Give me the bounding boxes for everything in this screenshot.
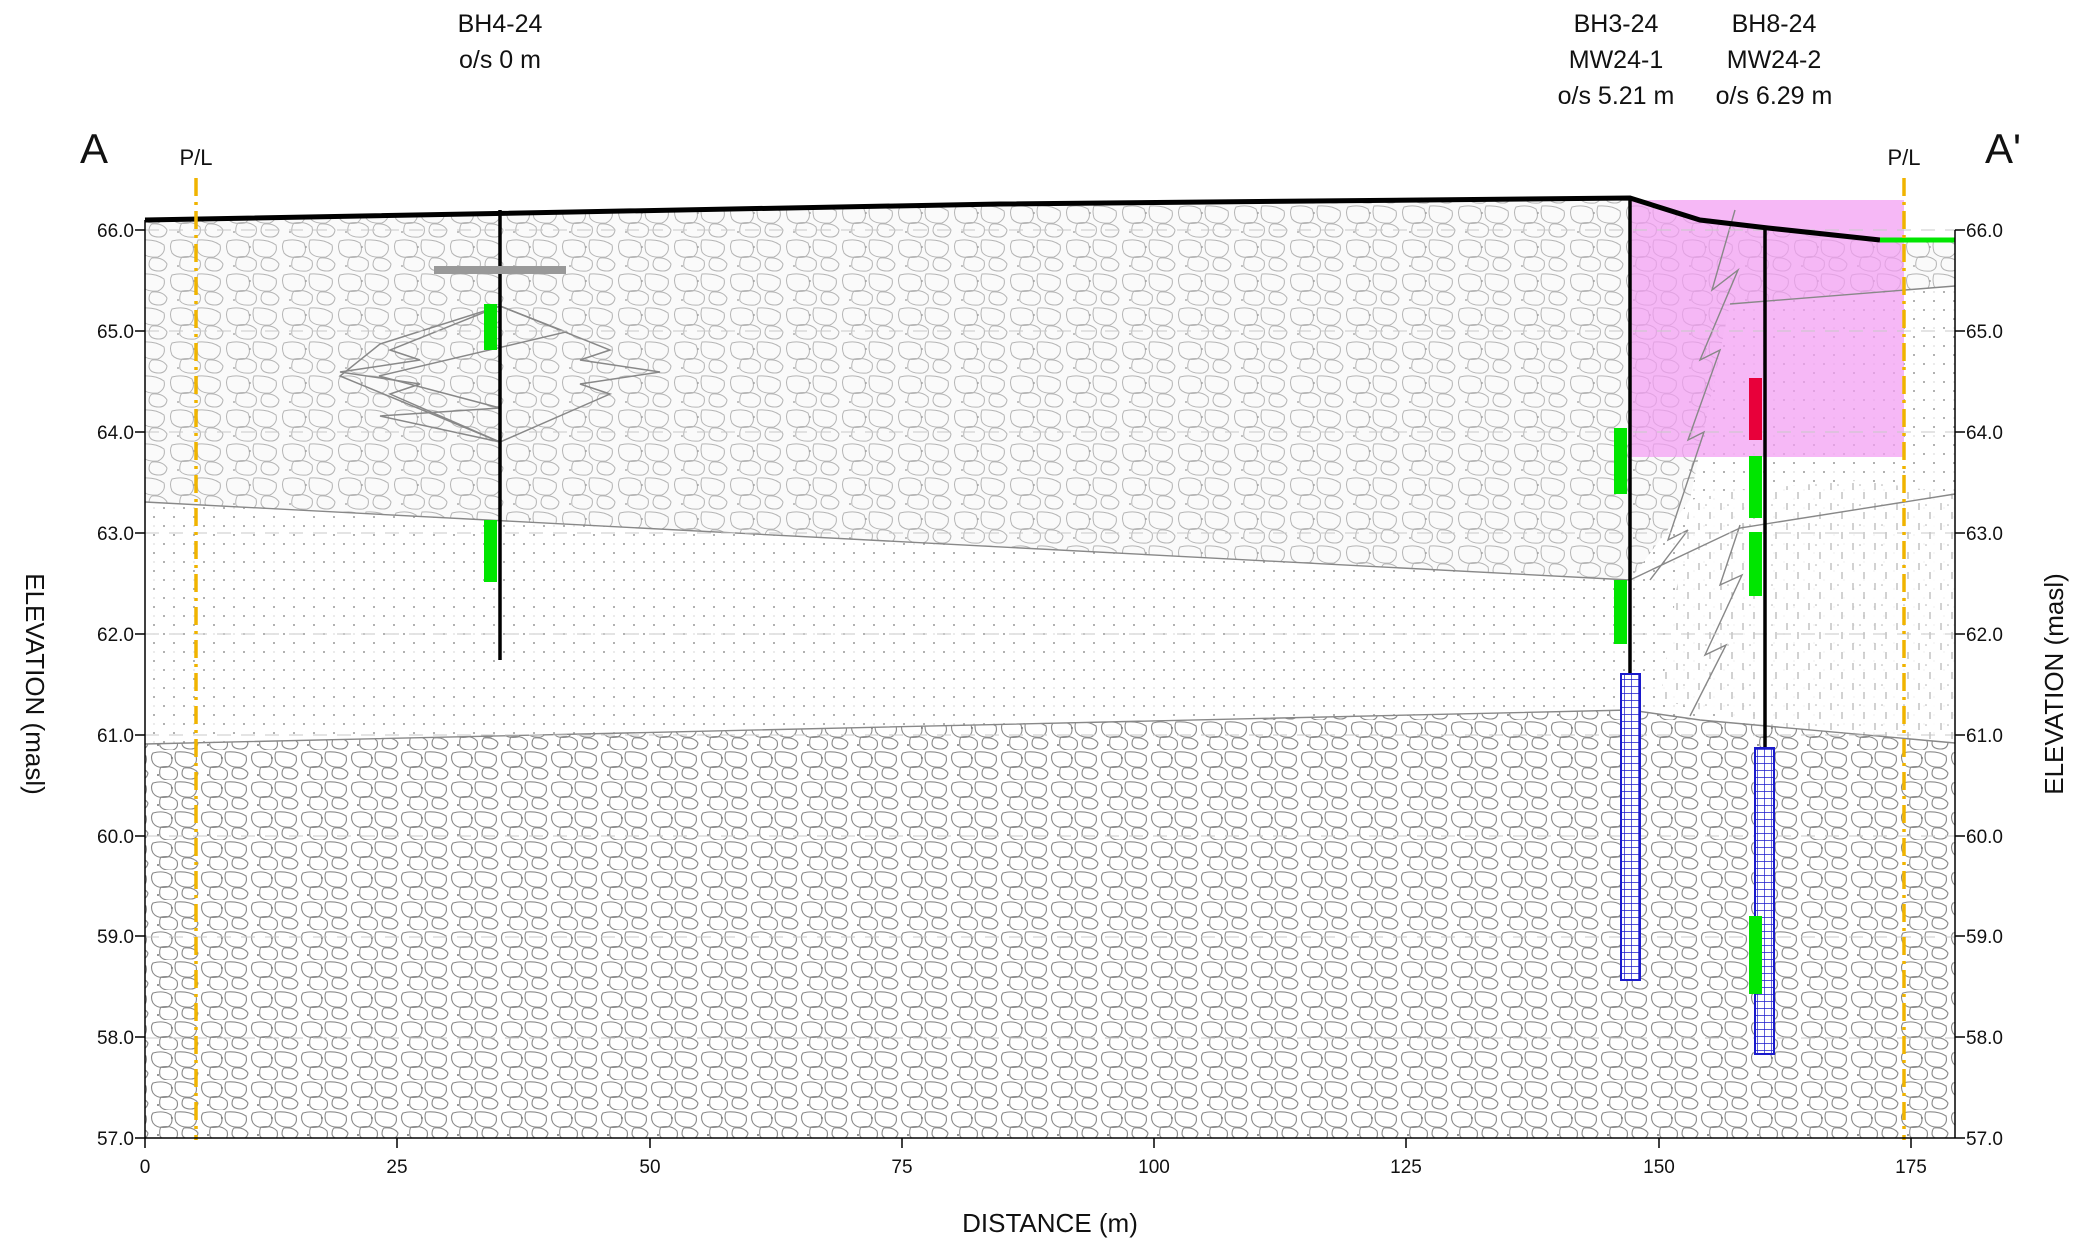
ground-surface-line: [144, 195, 1881, 243]
well-screen: [1620, 673, 1641, 981]
property-line-label-left: P/L: [179, 145, 212, 170]
x-tick-label: 175: [1895, 1157, 1927, 1178]
y-tick-label-right: 61.0: [1966, 726, 2003, 747]
y-axis-title-right: ELEVATION (masl): [2039, 573, 2069, 795]
x-tick-label: 25: [386, 1157, 407, 1178]
borehole-id: BH3-24: [1574, 10, 1659, 38]
fill-layer-gravel: [145, 198, 1955, 580]
gridlines: [145, 229, 1955, 1039]
x-axis-ticks: 0 25 50 75 100 125 150 175: [140, 1138, 1927, 1178]
x-tick-label: 100: [1138, 1157, 1170, 1178]
borehole-id: BH8-24: [1732, 10, 1817, 38]
silt-lens-layer: [1660, 480, 1955, 743]
borehole-offset: o/s 0 m: [459, 46, 541, 74]
sand-silt-layer: [145, 286, 1955, 744]
y-tick-label-left: 66.0: [97, 221, 134, 242]
property-line-label-right: P/L: [1887, 145, 1920, 170]
y-tick-label-right: 57.0: [1966, 1129, 2003, 1150]
sample-green: [1614, 428, 1627, 494]
well-screen: [1754, 747, 1775, 1055]
y-tick-label-right: 60.0: [1966, 827, 2003, 848]
axes: [144, 220, 1956, 1139]
x-axis-title: DISTANCE (m): [962, 1208, 1138, 1238]
y-tick-label-left: 65.0: [97, 322, 134, 343]
well-id: MW24-1: [1569, 46, 1663, 74]
y-tick-label-right: 58.0: [1966, 1028, 2003, 1049]
y-tick-label-right: 64.0: [1966, 423, 2003, 444]
contact-lower: [144, 709, 1956, 745]
sample-green: [484, 520, 497, 582]
contacts: [144, 209, 1956, 745]
y-tick-label-right: 63.0: [1966, 524, 2003, 545]
y-axis-title-left: ELEVATION (masl): [20, 573, 50, 795]
sample-red: [1749, 378, 1762, 440]
y-tick-label-left: 60.0: [97, 827, 134, 848]
y-tick-label-right: 66.0: [1966, 221, 2003, 242]
y-tick-label-left: 64.0: [97, 423, 134, 444]
y-tick-label-right: 59.0: [1966, 927, 2003, 948]
borehole-bh8-24: BH8-24 MW24-2 o/s 6.29 m: [1716, 10, 1833, 1055]
y-tick-label-right: 65.0: [1966, 322, 2003, 343]
section-end-label: A': [1985, 125, 2021, 172]
sample-green: [1614, 580, 1627, 644]
sample-green: [484, 304, 497, 350]
borehole-bh3-24: BH3-24 MW24-1 o/s 5.21 m: [1558, 10, 1675, 981]
silt-lens: [338, 305, 569, 443]
y-tick-label-left: 61.0: [97, 726, 134, 747]
geology-layers: [145, 198, 1955, 1138]
x-tick-label: 125: [1390, 1157, 1422, 1178]
borehole-offset: o/s 5.21 m: [1558, 82, 1675, 110]
lower-gravel-layer: [145, 710, 1955, 1138]
borehole-offset: o/s 6.29 m: [1716, 82, 1833, 110]
borehole-bh4-24: BH4-24 o/s 0 m: [434, 10, 566, 660]
sample-green: [1749, 916, 1762, 994]
sample-green: [1749, 456, 1762, 518]
y-tick-label-left: 62.0: [97, 625, 134, 646]
y-tick-label-right: 62.0: [1966, 625, 2003, 646]
zigzag-contact-1: [1649, 209, 1740, 581]
y-tick-label-left: 59.0: [97, 927, 134, 948]
contact-upper: [144, 493, 1956, 581]
section-start-label: A: [80, 125, 108, 172]
x-tick-label: 75: [891, 1157, 912, 1178]
y-tick-label-left: 58.0: [97, 1028, 134, 1049]
sample-green: [1749, 532, 1762, 596]
x-tick-label: 150: [1643, 1157, 1675, 1178]
x-tick-label: 50: [639, 1157, 660, 1178]
impacted-zone: [1630, 200, 1904, 457]
well-id: MW24-2: [1727, 46, 1821, 74]
property-lines: P/L P/L: [179, 145, 1921, 1140]
y-tick-label-left: 63.0: [97, 524, 134, 545]
y-tick-label-left: 57.0: [97, 1129, 134, 1150]
borehole-id: BH4-24: [458, 10, 543, 38]
x-tick-label: 0: [140, 1157, 151, 1178]
contact-right-upper: [1729, 285, 1956, 305]
zigzag-contact-2: [1689, 524, 1744, 717]
y-axis-ticks: 57.0 58.0 59.0 60.0 61.0 62.0 63.0 64.0 …: [97, 221, 2003, 1150]
